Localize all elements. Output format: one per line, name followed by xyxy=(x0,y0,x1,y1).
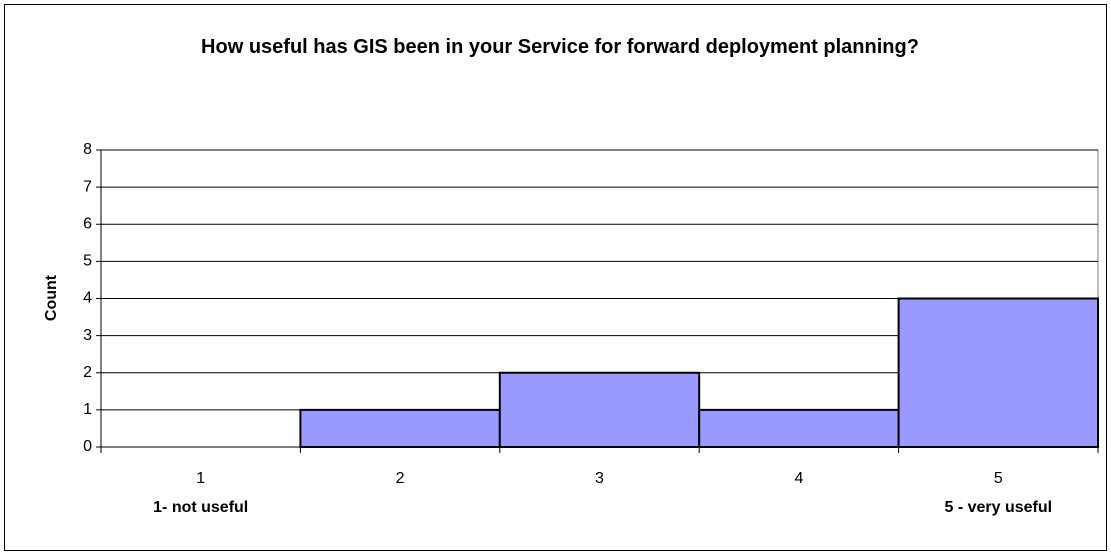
y-tick-label: 1 xyxy=(83,401,92,418)
x-tick-label: 3 xyxy=(595,470,604,487)
chart-title: How useful has GIS been in your Service … xyxy=(201,36,919,58)
x-tick-label: 1 xyxy=(196,470,205,487)
bar xyxy=(299,408,501,448)
y-tick-label: 4 xyxy=(83,290,92,307)
x-tick-label: 2 xyxy=(396,470,405,487)
y-tick-label: 7 xyxy=(83,178,92,195)
x-tick-label: 4 xyxy=(794,470,803,487)
y-tick-label: 8 xyxy=(83,141,92,158)
bar xyxy=(698,408,900,448)
y-tick-label: 3 xyxy=(83,327,92,344)
y-tick-label: 2 xyxy=(83,364,92,381)
annotation: 5 - very useful xyxy=(944,499,1052,516)
bar xyxy=(498,371,701,448)
y-tick-label: 6 xyxy=(83,215,92,232)
y-axis-label: Count xyxy=(43,274,60,321)
y-tick-label: 0 xyxy=(83,438,92,455)
y-tick-label: 5 xyxy=(83,253,92,270)
annotation: 1- not useful xyxy=(153,499,248,516)
bar xyxy=(897,297,1099,448)
x-tick-label: 5 xyxy=(994,470,1003,487)
